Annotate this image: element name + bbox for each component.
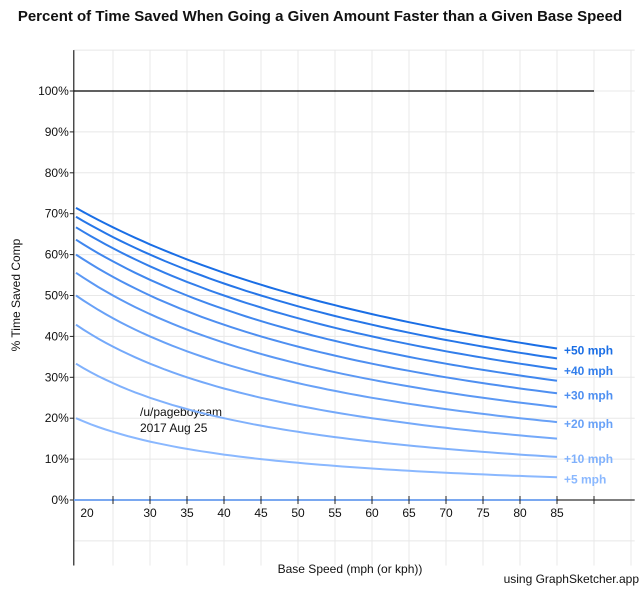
x-tick-label: 30: [143, 506, 157, 520]
y-tick-label: 70%: [45, 207, 69, 221]
y-tick-label: 60%: [45, 248, 69, 262]
annotation-text: /u/pageboysam: [140, 405, 222, 419]
curve-label: +20 mph: [564, 417, 613, 431]
y-tick-label: 80%: [45, 166, 69, 180]
series-line-plus-35: [75, 238, 558, 382]
x-tick-label: 75: [476, 506, 490, 520]
y-tick-label: 50%: [45, 289, 69, 303]
chart-title: Percent of Time Saved When Going a Given…: [17, 8, 623, 25]
y-tick-label: 10%: [45, 452, 69, 466]
y-tick-label: 30%: [45, 370, 69, 384]
x-tick-label: 65: [402, 506, 416, 520]
y-tick-label: 90%: [45, 125, 69, 139]
series-line-plus-15: [75, 323, 558, 440]
y-tick-label: 40%: [45, 329, 69, 343]
curve-label: +5 mph: [564, 472, 606, 486]
series-line-plus-30: [75, 253, 558, 395]
series-line-plus-5: [75, 417, 558, 479]
x-tick-label: 20: [80, 506, 94, 520]
curve-label: +40 mph: [564, 364, 613, 378]
annotation-text: 2017 Aug 25: [140, 421, 208, 435]
curve-label: +50 mph: [564, 344, 613, 358]
y-tick-label: 0%: [51, 493, 69, 507]
curve-label: +10 mph: [564, 452, 613, 466]
y-tick-label: 20%: [45, 411, 69, 425]
x-tick-label: 85: [550, 506, 564, 520]
x-tick-label: 35: [180, 506, 194, 520]
y-axis-label: % Time Saved Comp: [9, 238, 23, 351]
x-tick-label: 45: [254, 506, 268, 520]
series-line-plus-10: [75, 362, 558, 458]
series-line-plus-40: [75, 226, 558, 371]
series-line-plus-45: [75, 215, 558, 360]
curve-label: +30 mph: [564, 388, 613, 402]
x-tick-label: 40: [217, 506, 231, 520]
x-tick-label: 50: [291, 506, 305, 520]
x-tick-label: 80: [513, 506, 527, 520]
series-line-plus-50: [75, 207, 558, 350]
credit-text: using GraphSketcher.app: [504, 572, 640, 586]
x-tick-label: 60: [365, 506, 379, 520]
series-line-plus-20: [75, 294, 558, 424]
x-tick-label: 55: [328, 506, 342, 520]
y-tick-label: 100%: [38, 84, 69, 98]
x-axis-label: Base Speed (mph (or kph)): [278, 562, 423, 576]
series-line-plus-25: [75, 271, 558, 408]
x-tick-label: 70: [439, 506, 453, 520]
